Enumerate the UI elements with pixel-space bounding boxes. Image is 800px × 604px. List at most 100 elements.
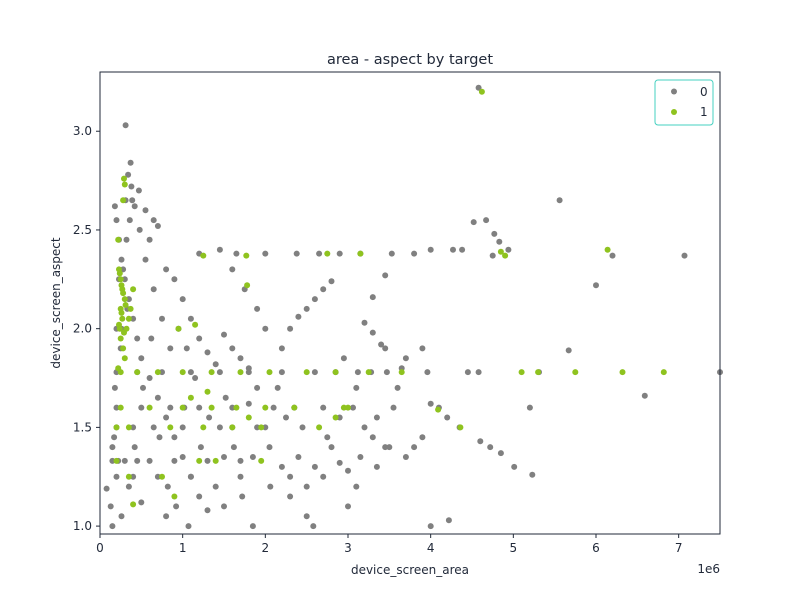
point-series-0-217 <box>239 493 246 500</box>
point-series-0-172 <box>163 513 170 520</box>
point-series-0-77 <box>278 463 285 470</box>
point-series-1-75 <box>159 473 165 480</box>
point-series-1-80 <box>245 414 252 421</box>
point-series-0-175 <box>249 454 256 460</box>
point-series-0-79 <box>254 384 261 391</box>
point-series-0-102 <box>146 236 153 243</box>
point-series-1-74 <box>125 473 132 480</box>
point-series-0-151 <box>320 404 327 411</box>
point-series-1-47 <box>398 369 405 376</box>
point-series-0-158 <box>278 369 285 376</box>
point-series-0-194 <box>229 266 236 273</box>
point-series-0-41 <box>529 471 536 478</box>
point-series-0-106 <box>187 315 194 322</box>
point-series-0-13 <box>450 246 456 253</box>
point-series-0-87 <box>179 454 186 460</box>
point-series-0-112 <box>237 355 244 362</box>
point-series-1-11 <box>244 282 251 289</box>
point-series-0-149 <box>270 404 277 411</box>
point-series-1-58 <box>262 404 269 411</box>
point-series-0-185 <box>373 414 380 421</box>
point-series-0-184 <box>361 424 368 431</box>
point-series-0-164 <box>120 266 127 273</box>
point-series-0-147 <box>196 404 203 411</box>
point-series-0-88 <box>171 434 178 441</box>
point-series-0-71 <box>328 444 335 451</box>
point-series-0-125 <box>109 457 116 464</box>
point-series-1-55 <box>179 404 186 411</box>
point-series-1-36 <box>175 325 182 332</box>
point-series-0-221 <box>353 483 360 490</box>
points-layer <box>103 84 723 530</box>
legend-marker-series-0 <box>671 88 677 95</box>
point-series-1-27 <box>123 325 130 332</box>
point-series-0-2 <box>127 159 134 166</box>
point-series-0-60 <box>295 313 302 320</box>
point-series-0-219 <box>287 473 294 480</box>
point-series-1-62 <box>435 406 442 413</box>
x-tick-label-2: 2 <box>262 541 270 555</box>
point-series-0-218 <box>267 483 274 490</box>
point-series-0-133 <box>113 473 120 480</box>
point-series-0-134 <box>130 473 137 480</box>
point-series-0-105 <box>179 296 186 303</box>
point-series-1-66 <box>167 424 174 431</box>
point-series-0-78 <box>262 424 269 431</box>
y-axis-label: device_screen_aspect <box>49 237 63 369</box>
point-series-0-220 <box>345 503 351 510</box>
point-series-1-46 <box>365 369 372 376</box>
point-series-0-139 <box>150 424 157 431</box>
point-series-0-82 <box>221 454 227 460</box>
point-series-0-117 <box>167 345 174 352</box>
point-series-0-89 <box>163 414 170 421</box>
point-series-0-159 <box>311 369 318 376</box>
point-series-0-100 <box>111 203 118 210</box>
point-series-0-32 <box>641 392 648 399</box>
point-series-0-143 <box>299 424 306 431</box>
point-series-1-19 <box>121 296 128 303</box>
x-tick-label-5: 5 <box>510 541 518 555</box>
point-series-0-211 <box>173 503 180 510</box>
point-series-0-90 <box>154 394 161 401</box>
point-series-1-73 <box>258 457 265 464</box>
point-series-0-182 <box>336 414 343 421</box>
point-series-1-35 <box>192 321 199 328</box>
point-series-0-37 <box>477 438 484 445</box>
point-series-0-188 <box>390 404 397 411</box>
point-series-1-14 <box>116 270 123 277</box>
x-tick-label-4: 4 <box>427 541 435 555</box>
point-series-1-30 <box>130 286 137 293</box>
point-series-0-20 <box>293 250 300 257</box>
point-series-0-57 <box>382 345 389 352</box>
point-series-0-66 <box>350 404 356 411</box>
point-series-0-43 <box>445 517 452 524</box>
point-series-0-204 <box>118 513 125 520</box>
point-series-0-24 <box>593 282 599 289</box>
point-series-0-144 <box>113 404 120 411</box>
point-series-0-136 <box>187 473 194 480</box>
point-series-0-53 <box>464 369 471 376</box>
point-series-1-10 <box>200 252 207 259</box>
point-series-0-115 <box>183 345 190 352</box>
point-series-0-120 <box>142 256 149 263</box>
point-series-0-109 <box>212 361 219 368</box>
point-series-0-179 <box>295 454 302 460</box>
point-series-0-128 <box>134 457 141 464</box>
point-series-1-25 <box>116 325 123 332</box>
point-series-1-18 <box>120 290 127 297</box>
point-series-1-28 <box>125 315 132 322</box>
point-series-0-68 <box>369 434 376 441</box>
point-series-0-73 <box>345 467 351 474</box>
point-series-1-7 <box>357 250 364 257</box>
point-series-0-70 <box>402 454 409 460</box>
point-series-0-96 <box>121 276 128 283</box>
point-series-1-79 <box>187 394 194 401</box>
point-series-0-55 <box>383 369 390 376</box>
point-series-0-130 <box>171 457 178 464</box>
point-series-0-199 <box>129 197 136 204</box>
point-series-0-196 <box>142 207 149 214</box>
point-series-0-8 <box>505 246 512 253</box>
point-series-0-123 <box>128 183 135 190</box>
point-series-0-44 <box>303 513 310 520</box>
